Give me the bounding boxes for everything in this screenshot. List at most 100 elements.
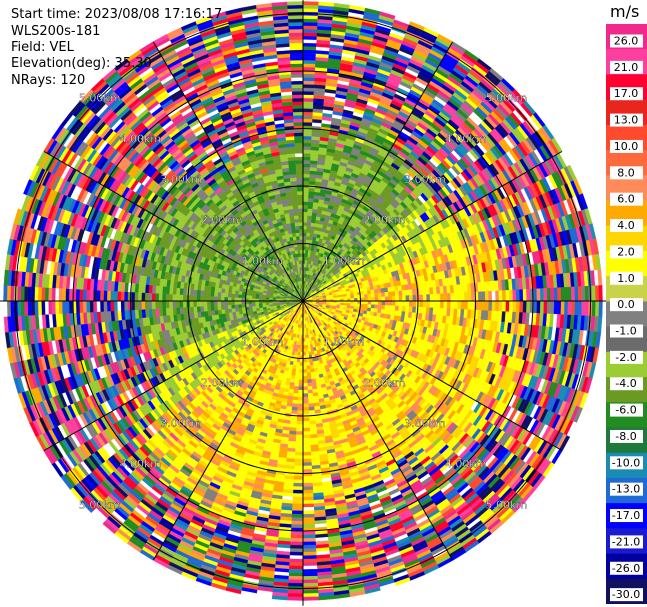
velocity-gate [429, 294, 434, 302]
velocity-gate [302, 8, 319, 13]
velocity-gate [553, 300, 558, 315]
velocity-gate [302, 21, 318, 27]
velocity-gate [543, 288, 548, 302]
velocity-gate [364, 294, 369, 298]
velocity-gate [364, 304, 369, 308]
velocity-gate [302, 108, 314, 113]
velocity-gate [401, 306, 406, 312]
velocity-gate [353, 292, 358, 296]
velocity-gate [388, 300, 393, 306]
velocity-gate [302, 156, 311, 161]
velocity-gate [370, 304, 375, 309]
velocity-gate [433, 293, 438, 302]
velocity-gate [443, 300, 448, 309]
velocity-gate [302, 84, 315, 89]
velocity-gate [384, 305, 389, 311]
velocity-gate [346, 295, 351, 299]
velocity-gate [412, 294, 417, 302]
velocity-gate [488, 290, 493, 302]
velocity-gate [302, 177, 310, 182]
velocity-gate [484, 300, 489, 311]
velocity-gate [302, 187, 310, 192]
velocity-gate [309, 361, 314, 366]
velocity-gate [302, 59, 316, 65]
velocity-gate [505, 290, 510, 302]
velocity-gate [460, 300, 465, 310]
velocity-gate [398, 290, 403, 297]
velocity-gate [471, 291, 476, 302]
velocity-gate [367, 290, 372, 295]
velocity-gate [377, 304, 382, 310]
velocity-gate [302, 197, 309, 202]
velocity-gate [302, 211, 308, 216]
velocity-gate [302, 39, 317, 44]
velocity-gate [363, 290, 368, 295]
velocity-gate [395, 300, 400, 307]
velocity-gate [307, 215, 313, 220]
velocity-gate [378, 296, 382, 302]
velocity-gate [412, 306, 417, 314]
velocity-gate [364, 300, 369, 305]
velocity-gate [491, 290, 496, 302]
velocity-gate [426, 300, 431, 308]
velocity-gate [405, 306, 410, 313]
velocity-gate [436, 293, 441, 302]
velocity-gate [306, 225, 312, 230]
velocity-gate [502, 290, 507, 302]
velocity-gate [515, 289, 520, 302]
velocity-gate [308, 187, 316, 192]
velocity-gate [302, 201, 309, 206]
velocity-gate [425, 307, 431, 315]
velocity-gate [533, 300, 538, 314]
velocity-gate [306, 235, 310, 240]
velocity-gate [591, 300, 596, 317]
velocity-gate [374, 296, 379, 302]
velocity-gate [515, 300, 520, 313]
velocity-gate [426, 294, 431, 302]
velocity-gate [384, 296, 389, 302]
velocity-gate [477, 291, 482, 302]
velocity-gate [464, 300, 469, 310]
velocity-gate [302, 149, 312, 154]
velocity-gate [370, 307, 375, 313]
velocity-gate [560, 287, 565, 302]
velocity-gate [302, 208, 309, 213]
velocity-gate [440, 300, 445, 309]
velocity-gate [508, 289, 514, 302]
velocity-gate [471, 300, 476, 311]
velocity-gate [557, 300, 562, 315]
velocity-gate [302, 194, 309, 199]
velocity-gate [367, 293, 372, 298]
velocity-gate [598, 300, 603, 317]
velocity-gate [304, 334, 308, 339]
velocity-gate [512, 300, 517, 313]
velocity-gate [550, 300, 555, 315]
velocity-gate [308, 191, 315, 196]
velocity-gate [367, 304, 372, 309]
velocity-gate [498, 300, 503, 312]
velocity-gate [302, 111, 314, 116]
velocity-gate [553, 287, 558, 302]
velocity-gate [370, 289, 375, 295]
velocity-gate [443, 293, 448, 302]
velocity-gate [307, 201, 314, 206]
velocity-gates [3, 1, 603, 601]
velocity-gate [302, 166, 311, 171]
velocity-gate [539, 288, 545, 302]
velocity-gate [367, 297, 372, 302]
velocity-gate [467, 292, 472, 302]
velocity-gate [425, 287, 431, 295]
velocity-gate [481, 291, 486, 302]
velocity-gate [564, 300, 569, 316]
velocity-gate [398, 295, 403, 302]
velocity-gate [564, 286, 569, 302]
velocity-gate [560, 300, 565, 315]
velocity-gate [307, 204, 314, 210]
velocity-gate [302, 42, 317, 47]
velocity-gate [581, 300, 586, 316]
velocity-gate [477, 300, 482, 311]
velocity-gate [373, 308, 379, 313]
velocity-gate [595, 285, 600, 302]
velocity-gate [405, 295, 410, 302]
